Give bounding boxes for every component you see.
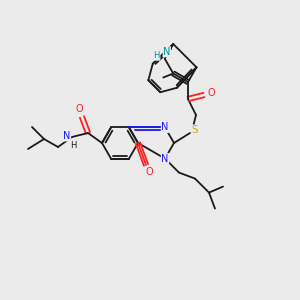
Text: N: N (161, 154, 169, 164)
Text: N: N (63, 131, 71, 141)
Text: N: N (161, 122, 169, 132)
Text: O: O (75, 104, 83, 114)
Text: N: N (163, 47, 170, 57)
Text: H: H (154, 51, 160, 60)
Text: S: S (192, 125, 198, 135)
Text: H: H (70, 140, 76, 149)
Text: O: O (207, 88, 215, 98)
Text: O: O (145, 167, 153, 177)
